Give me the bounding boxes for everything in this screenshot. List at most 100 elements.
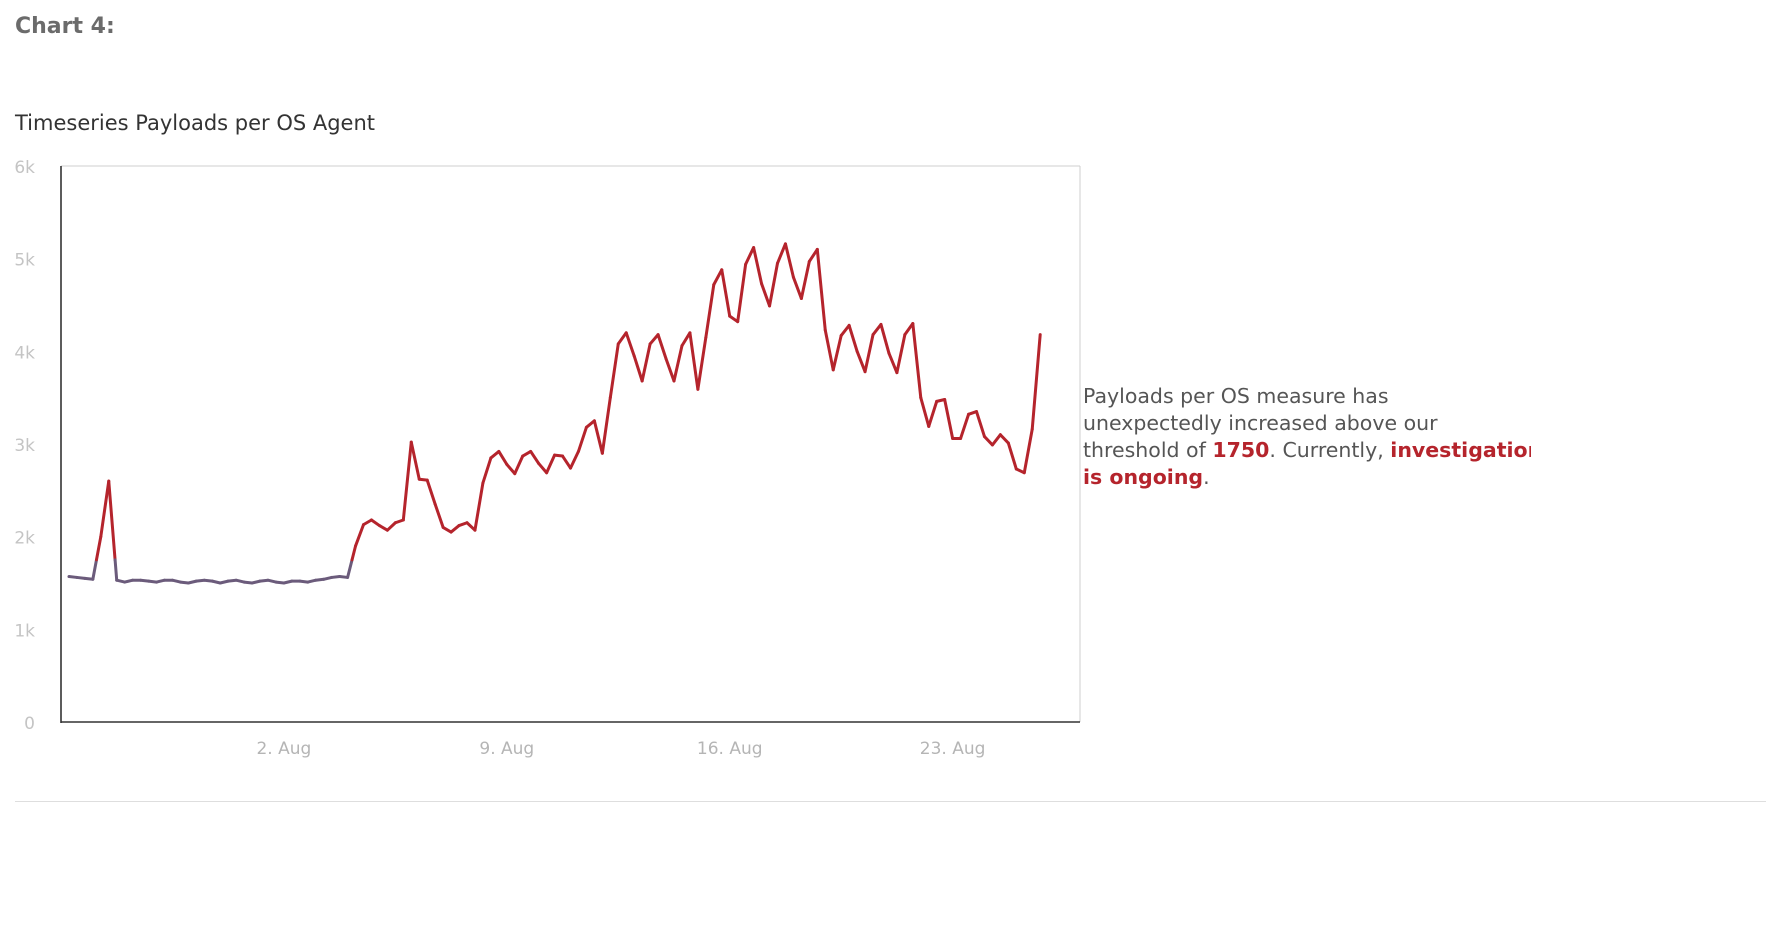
series-line-segment bbox=[704, 283, 716, 339]
series-line-segment bbox=[895, 333, 907, 375]
y-tick-label: 0 bbox=[24, 714, 35, 734]
series-line-segment bbox=[815, 247, 827, 332]
note-status-part-1: investigation bbox=[1390, 438, 1531, 462]
series-line-segment bbox=[855, 349, 867, 374]
section-heading: Chart 4: bbox=[15, 14, 115, 39]
series-line-segment bbox=[425, 478, 437, 506]
series-line-segment bbox=[91, 558, 98, 581]
series-line-segment bbox=[831, 334, 843, 372]
series-line-segment bbox=[998, 433, 1010, 445]
note-line-2: unexpectedly increased above our bbox=[1083, 411, 1438, 435]
chart-title: Timeseries Payloads per OS Agent bbox=[15, 111, 376, 135]
note-end-punctuation: . bbox=[1203, 465, 1210, 489]
series-line-segment bbox=[752, 246, 764, 286]
series-line-segment bbox=[632, 354, 644, 383]
series-line-segment bbox=[576, 425, 588, 453]
y-tick-label: 5k bbox=[14, 251, 35, 271]
series-line-segment bbox=[887, 351, 899, 375]
series-line-segment bbox=[975, 410, 986, 439]
series-line-segment bbox=[354, 523, 366, 548]
series-line-segment bbox=[768, 261, 779, 308]
series-line-segment bbox=[871, 322, 883, 337]
series-line-segment bbox=[712, 268, 724, 287]
series-line-segment bbox=[346, 558, 354, 579]
series-line-segment bbox=[385, 521, 397, 532]
series-line-segment bbox=[616, 331, 628, 346]
series-line-segment bbox=[1006, 441, 1018, 471]
series-line-segment bbox=[919, 396, 931, 428]
series-line-segment bbox=[839, 323, 851, 338]
x-tick-label: 23. Aug bbox=[920, 739, 986, 759]
series-line-segment bbox=[489, 449, 501, 460]
y-tick-label: 3k bbox=[14, 436, 35, 456]
x-tick-label: 2. Aug bbox=[256, 739, 311, 759]
series-line-segment bbox=[807, 247, 819, 263]
alert-note: Payloads per OS measure has unexpectedly… bbox=[1083, 383, 1531, 491]
series-line-segment bbox=[113, 558, 119, 582]
series-line-segment bbox=[656, 333, 668, 361]
series-line-segment bbox=[600, 396, 612, 455]
y-tick-label: 1k bbox=[14, 621, 35, 641]
note-threshold-value: 1750 bbox=[1212, 438, 1270, 462]
series-line-segment bbox=[401, 440, 413, 522]
series-line-segment bbox=[648, 333, 660, 346]
note-threshold-prefix: threshold of bbox=[1083, 438, 1213, 462]
note-status-part-2: is ongoing bbox=[1083, 465, 1204, 489]
series-line-segment bbox=[664, 357, 676, 383]
series-line-segment bbox=[94, 535, 103, 562]
series-line-segment bbox=[362, 518, 373, 527]
note-line-1: Payloads per OS measure has bbox=[1083, 384, 1389, 408]
x-tick-label: 9. Aug bbox=[479, 739, 534, 759]
x-axis-tick-labels: 2. Aug 9. Aug 16. Aug 23. Aug bbox=[256, 739, 985, 759]
series-line-segment bbox=[640, 342, 652, 383]
series-line-segment bbox=[847, 323, 859, 353]
series-line-segment bbox=[505, 462, 517, 476]
series-line-segment bbox=[720, 268, 732, 318]
series-line-segment bbox=[377, 524, 389, 532]
series-line-segment bbox=[943, 398, 955, 440]
series-line-segment bbox=[783, 242, 795, 279]
note-line-3: threshold of 1750. Currently, investigat… bbox=[1083, 437, 1531, 464]
series-line-segment bbox=[959, 412, 971, 440]
note-currently-text: . Currently, bbox=[1269, 438, 1391, 462]
series-line-segment bbox=[465, 521, 477, 532]
series-line-segment bbox=[433, 502, 445, 529]
series-line-segment bbox=[744, 246, 756, 266]
series-line-segment bbox=[736, 262, 748, 324]
y-axis-tick-labels: 0 1k 2k 3k 4k 5k 6k bbox=[14, 158, 35, 734]
y-tick-label: 6k bbox=[14, 158, 35, 178]
series-line-segment bbox=[775, 242, 787, 265]
series-line-segment bbox=[823, 328, 835, 372]
series-line-segment bbox=[449, 524, 461, 534]
series-line-segment bbox=[350, 544, 358, 562]
series-line-segment bbox=[529, 449, 541, 465]
series-line-segment bbox=[521, 449, 533, 458]
series-line-segment bbox=[799, 259, 811, 301]
series-line-segment bbox=[473, 481, 485, 532]
series-line-segment bbox=[863, 333, 875, 374]
series-line-segment bbox=[1022, 427, 1034, 475]
series-line-segment bbox=[99, 479, 111, 539]
series-line-segment bbox=[584, 419, 596, 429]
series-line-segment bbox=[545, 453, 557, 475]
series-line-segment bbox=[561, 454, 572, 470]
series-line-segment bbox=[990, 433, 1002, 447]
series-line-segment bbox=[537, 461, 549, 475]
series-line-segment bbox=[760, 282, 772, 308]
series-line-segment bbox=[107, 479, 117, 562]
series-line-segment bbox=[481, 456, 493, 485]
series-line-segment bbox=[680, 331, 692, 348]
series-line-segment bbox=[608, 342, 620, 400]
series-line-segment bbox=[513, 454, 525, 476]
y-tick-label: 2k bbox=[14, 529, 35, 549]
series-line-segment bbox=[624, 331, 636, 358]
timeseries-chart: 0 1k 2k 3k 4k 5k 6k 2. Aug 9. Aug 16. Aug 23. Aug bbox=[14, 158, 1081, 759]
note-line-4: is ongoing. bbox=[1083, 464, 1531, 491]
series-line-segment bbox=[672, 344, 684, 383]
series-line-segment bbox=[879, 322, 891, 355]
series-line-segment bbox=[903, 322, 915, 337]
series-line-segment bbox=[688, 331, 700, 391]
section-divider bbox=[15, 801, 1766, 802]
series-line-segment bbox=[927, 399, 939, 428]
series-group bbox=[67, 242, 1042, 585]
